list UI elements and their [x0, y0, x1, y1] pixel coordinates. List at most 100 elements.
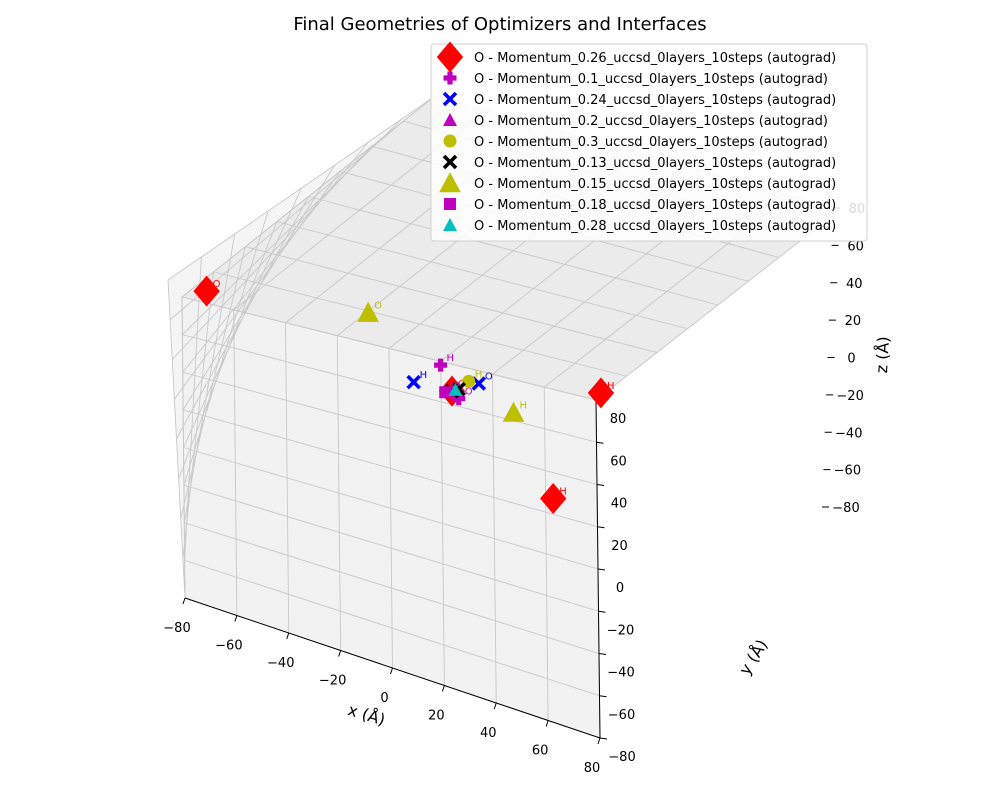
grid-line: [308, 196, 719, 306]
z-tick-label: −60: [834, 464, 861, 479]
x-tick-label: 80: [584, 761, 601, 776]
x-tick-label: 20: [428, 709, 445, 724]
legend-entry: O - Momentum_0.1_uccsd_0layers_10steps (…: [443, 71, 828, 87]
x-stroke: [406, 374, 421, 390]
grid-line: [181, 296, 597, 401]
legend-label: O - Momentum_0.2_uccsd_0layers_10steps (…: [474, 114, 828, 129]
series-9: [448, 382, 463, 396]
point-label: H: [447, 353, 455, 364]
grid-line: [183, 409, 598, 528]
y-tick-label: 60: [610, 454, 627, 469]
legend-label: O - Momentum_0.24_uccsd_0layers_10steps …: [474, 93, 836, 108]
circle-marker: [443, 134, 457, 148]
y-tick: [599, 695, 607, 698]
x-tick: [338, 650, 342, 657]
legend-entry: O - Momentum_0.24_uccsd_0layers_10steps …: [442, 91, 836, 108]
legend-entry: O - Momentum_0.18_uccsd_0layers_10steps …: [444, 198, 836, 213]
y-tick: [597, 526, 605, 529]
triangle-marker: [443, 218, 457, 231]
x-stroke: [442, 154, 458, 170]
legend-entry: O - Momentum_0.28_uccsd_0layers_10steps …: [443, 218, 836, 234]
legend-entry: O - Momentum_0.3_uccsd_0layers_10steps (…: [443, 134, 828, 150]
x-tick-label: −60: [215, 639, 242, 654]
x-tick: [597, 737, 601, 745]
triangle-marker: [502, 401, 525, 422]
grid-line: [171, 145, 373, 360]
x-tick-label: 0: [380, 691, 388, 706]
z-tick-label: −20: [836, 389, 863, 404]
point-label: H: [559, 487, 567, 498]
y-tick: [599, 737, 608, 740]
series-7: OH: [357, 301, 527, 422]
series-2: HO: [434, 353, 473, 406]
legend-entry: O - Momentum_0.13_uccsd_0layers_10steps …: [442, 154, 836, 171]
diamond-marker: [436, 41, 464, 73]
legend-label: O - Momentum_0.28_uccsd_0layers_10steps …: [474, 219, 836, 234]
z-tick-label: 20: [845, 314, 862, 329]
x-tick: [545, 720, 549, 727]
legend-entry: O - Momentum_0.26_uccsd_0layers_10steps …: [436, 41, 836, 73]
diamond-marker: [587, 377, 615, 409]
grid-line: [167, 95, 436, 281]
y-tick-label: 0: [616, 581, 624, 596]
z-axis-label: z (Å): [872, 336, 893, 374]
z-tick-label: −80: [832, 501, 859, 516]
legend-entry: O - Momentum_0.2_uccsd_0layers_10steps (…: [443, 113, 828, 129]
diamond-marker: [540, 483, 567, 515]
plus-marker: [434, 358, 448, 372]
point-label: O: [374, 301, 382, 312]
y-tick: [598, 653, 607, 655]
x-tick-label: −80: [163, 621, 190, 636]
legend-label: O - Momentum_0.18_uccsd_0layers_10steps …: [474, 198, 836, 213]
z-tick-label: −40: [835, 426, 862, 441]
y-tick: [596, 441, 604, 444]
legend-entry: O - Momentum_0.15_uccsd_0layers_10steps …: [439, 172, 836, 193]
data-markers: OHHOHOHOHOHO: [193, 275, 615, 515]
grid-line: [182, 334, 597, 443]
legend: O - Momentum_0.26_uccsd_0layers_10steps …: [430, 41, 868, 242]
square-marker: [439, 386, 452, 399]
legend-label: O - Momentum_0.26_uccsd_0layers_10steps …: [474, 51, 836, 66]
point-label: H: [420, 370, 428, 381]
legend-label: O - Momentum_0.15_uccsd_0layers_10steps …: [474, 177, 836, 192]
legend-label: O - Momentum_0.13_uccsd_0layers_10steps …: [474, 156, 836, 171]
z-tick-label: 0: [847, 352, 855, 367]
z-tick-label: 60: [847, 239, 864, 254]
x-tick: [390, 667, 393, 675]
y-tick-label: 80: [610, 412, 627, 427]
x-tick-label: −40: [267, 656, 294, 671]
x-stroke: [442, 91, 458, 107]
x-tick: [234, 615, 238, 622]
x-marker: [406, 374, 421, 390]
x-tick-label: 60: [532, 744, 549, 759]
x-tick: [182, 597, 186, 605]
chart-title: Final Geometries of Optimizers and Inter…: [293, 14, 706, 35]
diamond-marker: [193, 275, 220, 307]
x-marker: [442, 154, 458, 170]
x-tick-label: −20: [319, 674, 346, 689]
square-marker: [444, 198, 456, 210]
legend-label: O - Momentum_0.1_uccsd_0layers_10steps (…: [474, 72, 828, 87]
x-stroke: [471, 376, 487, 391]
plus-marker: [452, 392, 466, 406]
point-label: H: [520, 401, 528, 412]
x-tick-label: 40: [480, 726, 497, 741]
grid-line: [182, 371, 598, 485]
tick-labels: −80 −80 −80 −60 −60 −60 −40 −40 −40 −20 −20 −20 0 0 0 2…: [163, 202, 865, 776]
legend-box: [430, 43, 868, 242]
x-tick: [286, 632, 290, 640]
y-tick: [597, 568, 606, 571]
y-tick-label: −80: [608, 750, 635, 765]
grid-line: [181, 95, 436, 298]
side-pane: [168, 96, 435, 598]
y-tick: [598, 610, 606, 613]
y-axis-label: y (Å): [735, 636, 771, 678]
x-tick: [493, 702, 497, 710]
grid-line: [183, 447, 599, 570]
x-tick: [441, 685, 445, 692]
point-label: O: [213, 279, 221, 290]
point-label: H: [475, 369, 483, 380]
grid-line: [543, 387, 549, 721]
grid-line: [595, 209, 841, 401]
